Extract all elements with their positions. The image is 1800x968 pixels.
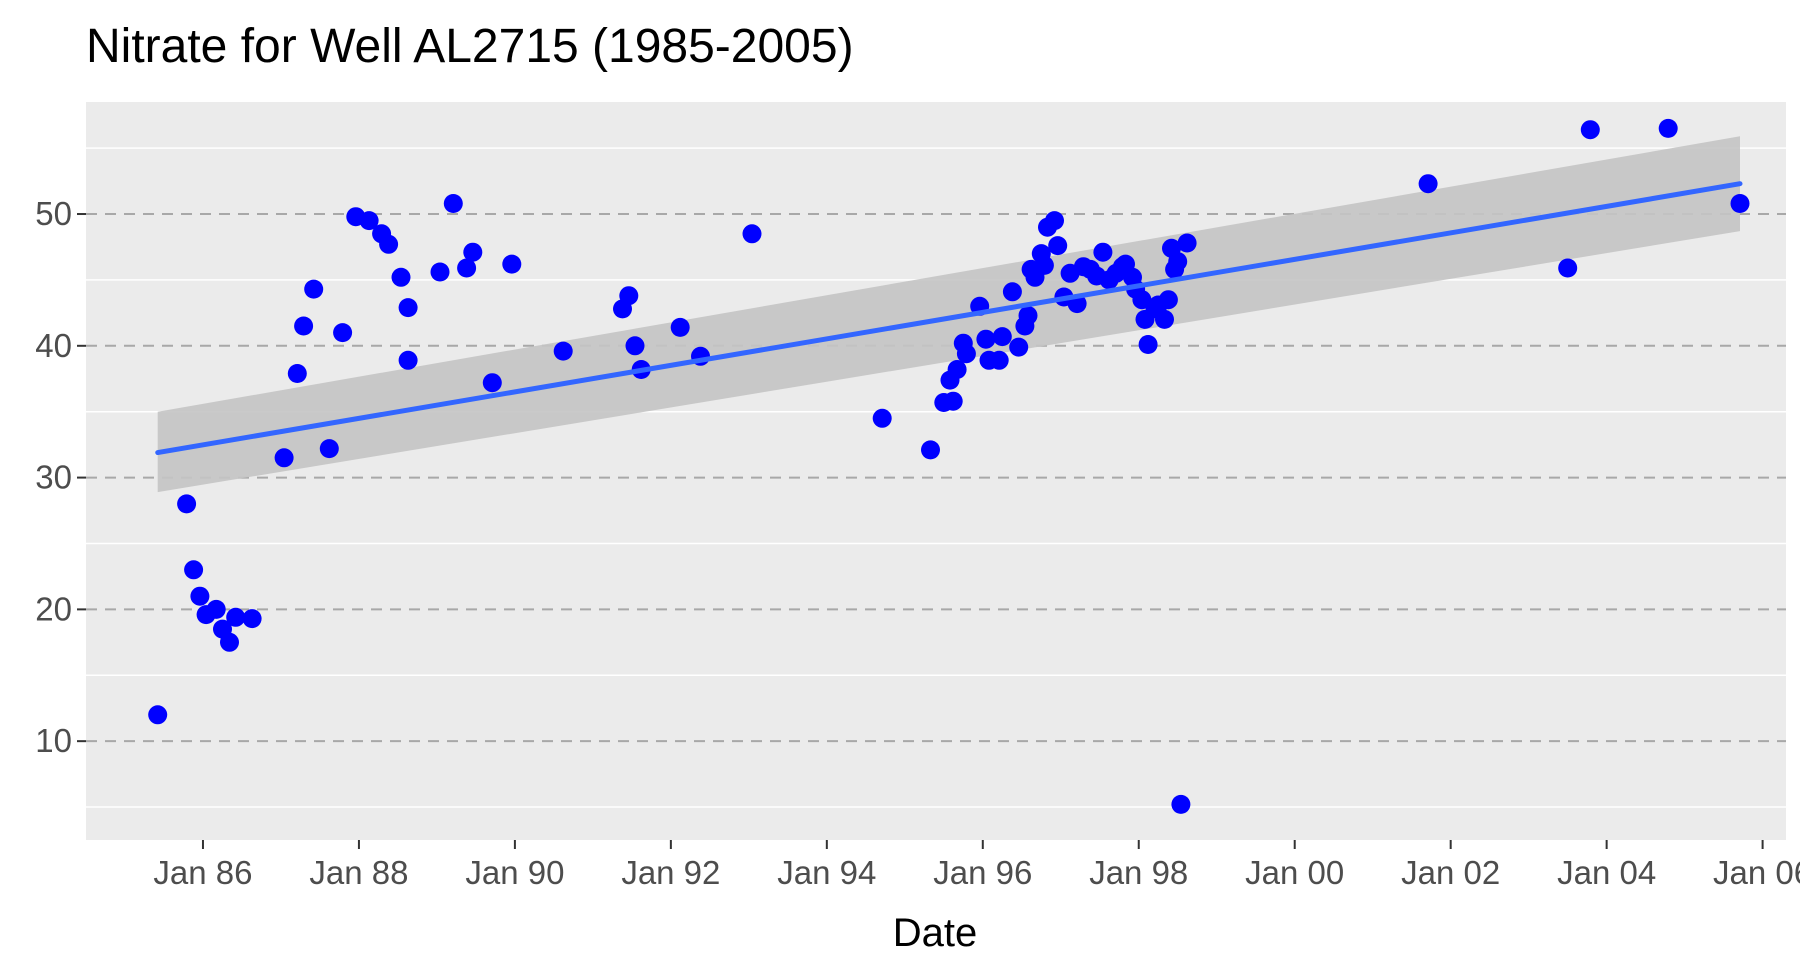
- data-point: [1159, 290, 1178, 309]
- data-point: [294, 317, 313, 336]
- x-tick-label: Jan 96: [933, 854, 1032, 891]
- data-point: [184, 560, 203, 579]
- data-point: [1093, 243, 1112, 262]
- data-point: [333, 323, 352, 342]
- data-point: [220, 633, 239, 652]
- x-axis-title: Date: [893, 911, 978, 955]
- data-point: [990, 351, 1009, 370]
- data-point: [399, 351, 418, 370]
- data-point: [190, 587, 209, 606]
- data-point: [304, 280, 323, 299]
- x-tick-label: Jan 90: [465, 854, 564, 891]
- y-tick-label: 30: [35, 459, 72, 496]
- data-point: [619, 286, 638, 305]
- data-point: [1019, 306, 1038, 325]
- data-point: [1139, 335, 1158, 354]
- data-point: [626, 336, 645, 355]
- x-tick-label: Jan 04: [1557, 854, 1656, 891]
- data-point: [444, 194, 463, 213]
- data-point: [399, 298, 418, 317]
- y-tick-label: 50: [35, 195, 72, 232]
- data-point: [1731, 194, 1750, 213]
- data-point: [502, 255, 521, 274]
- y-tick-label: 40: [35, 327, 72, 364]
- data-point: [671, 318, 690, 337]
- data-point: [976, 330, 995, 349]
- data-point: [873, 409, 892, 428]
- data-point: [177, 494, 196, 513]
- y-tick-label: 20: [35, 590, 72, 627]
- data-point: [431, 263, 450, 282]
- data-point: [743, 224, 762, 243]
- plot-area: [86, 102, 1786, 840]
- data-point: [1035, 256, 1054, 275]
- data-point: [1178, 234, 1197, 253]
- data-point: [1171, 795, 1190, 814]
- data-point: [207, 600, 226, 619]
- data-point: [392, 268, 411, 287]
- data-point: [243, 609, 262, 628]
- data-point: [148, 705, 167, 724]
- data-point: [1009, 338, 1028, 357]
- x-tick-label: Jan 94: [777, 854, 876, 891]
- data-point: [288, 364, 307, 383]
- data-point: [463, 243, 482, 262]
- data-point: [944, 392, 963, 411]
- data-point: [1581, 120, 1600, 139]
- data-point: [957, 344, 976, 363]
- x-tick-label: Jan 98: [1089, 854, 1188, 891]
- data-point: [948, 360, 967, 379]
- data-point: [483, 373, 502, 392]
- data-point: [226, 608, 245, 627]
- x-tick-label: Jan 00: [1245, 854, 1344, 891]
- data-point: [1659, 119, 1678, 138]
- x-tick-label: Jan 88: [309, 854, 408, 891]
- data-point: [1003, 282, 1022, 301]
- data-point: [1558, 259, 1577, 278]
- y-tick-label: 10: [35, 722, 72, 759]
- x-tick-label: Jan 06: [1713, 854, 1800, 891]
- data-point: [1048, 236, 1067, 255]
- chart-title: Nitrate for Well AL2715 (1985-2005): [86, 20, 854, 73]
- x-tick-label: Jan 02: [1401, 854, 1500, 891]
- data-point: [320, 439, 339, 458]
- data-point: [554, 342, 573, 361]
- data-point: [1045, 211, 1064, 230]
- data-point: [1168, 252, 1187, 271]
- data-point: [1155, 310, 1174, 329]
- x-tick-label: Jan 92: [621, 854, 720, 891]
- data-point: [993, 327, 1012, 346]
- data-point: [275, 448, 294, 467]
- data-point: [921, 440, 940, 459]
- data-point: [1419, 174, 1438, 193]
- x-tick-label: Jan 86: [153, 854, 252, 891]
- data-point: [379, 235, 398, 254]
